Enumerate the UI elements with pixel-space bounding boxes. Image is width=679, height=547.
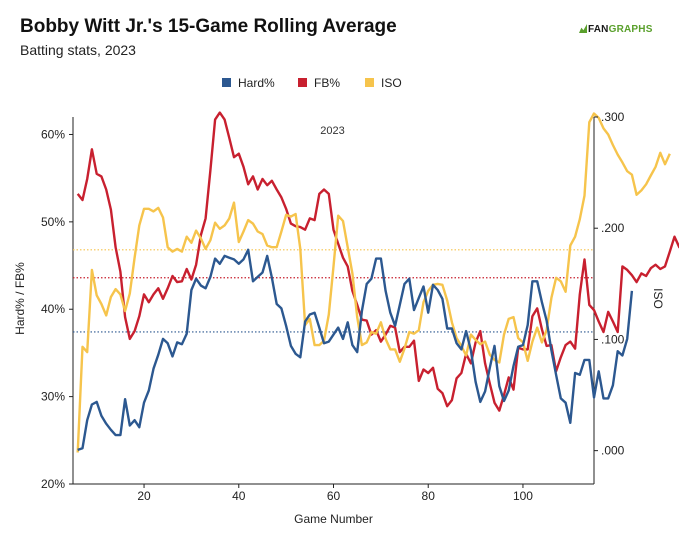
- y-left-tick-label: 60%: [41, 127, 65, 141]
- x-tick-label: 100: [513, 489, 533, 503]
- y-axis-left-ticks: 20% 30% 40% 50% 60%: [41, 127, 73, 491]
- y-right-tick-label: .200: [601, 221, 625, 235]
- legend-swatch: [222, 78, 231, 87]
- series-line-hard: [77, 248, 634, 452]
- legend-label: Hard%: [238, 76, 275, 90]
- y-left-tick-label: 20%: [41, 477, 65, 491]
- panel-label: 2023: [320, 125, 344, 137]
- y-left-tick-label: 50%: [41, 215, 65, 229]
- y-right-tick-label: .100: [601, 332, 625, 346]
- chart-subtitle: Batting stats, 2023: [20, 42, 136, 58]
- series-line-iso: [76, 112, 671, 453]
- fangraphs-logo: FANGRAPHS: [579, 24, 653, 35]
- x-axis-label: Game Number: [294, 512, 373, 526]
- y-left-tick-label: 40%: [41, 302, 65, 316]
- x-tick-label: 60: [327, 489, 341, 503]
- x-axis-ticks: 20 40 60 80 100: [137, 484, 533, 503]
- legend-swatch: [298, 78, 307, 87]
- legend-label: ISO: [381, 76, 402, 90]
- series-lines: [76, 111, 679, 453]
- legend-label: FB%: [314, 76, 340, 90]
- logo-text-graphs: GRAPHS: [608, 24, 653, 35]
- chart-legend: Hard% FB% ISO: [222, 76, 402, 90]
- y-axis-left-label: Hard% / FB%: [13, 262, 27, 335]
- chart-title: Bobby Witt Jr.'s 15-Game Rolling Average: [20, 16, 397, 37]
- y-right-tick-label: .000: [601, 444, 625, 458]
- y-axis-right-ticks: .000 .100 .200 .300: [594, 110, 625, 458]
- x-tick-label: 80: [422, 489, 436, 503]
- y-left-tick-label: 30%: [41, 390, 65, 404]
- series-line-fb: [76, 111, 679, 412]
- legend-swatch: [365, 78, 374, 87]
- y-axis-right-label: ISO: [651, 288, 665, 309]
- x-tick-label: 40: [232, 489, 246, 503]
- logo-text-fan: FAN: [588, 24, 609, 35]
- y-right-tick-label: .300: [601, 110, 625, 124]
- x-tick-label: 20: [137, 489, 151, 503]
